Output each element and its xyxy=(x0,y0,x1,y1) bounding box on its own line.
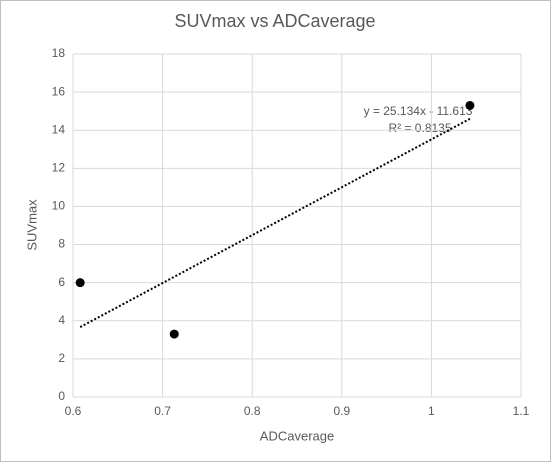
y-tick-label: 2 xyxy=(58,351,65,365)
x-axis-title: ADCaverage xyxy=(260,428,334,443)
y-tick-label: 12 xyxy=(52,161,66,175)
y-tick-label: 16 xyxy=(52,84,66,98)
x-tick-label: 1 xyxy=(428,404,435,418)
data-point xyxy=(75,278,85,288)
chart-title: SUVmax vs ADCaverage xyxy=(174,11,375,31)
data-point xyxy=(465,100,475,110)
trendline-r-squared: R² = 0.8135 xyxy=(388,121,451,135)
x-tick-label: 1.1 xyxy=(513,404,530,418)
trendline xyxy=(79,117,471,328)
x-tick-label: 0.8 xyxy=(244,404,261,418)
y-tick-label: 6 xyxy=(58,275,65,289)
y-tick-label: 10 xyxy=(52,199,66,213)
y-tick-label: 18 xyxy=(52,46,66,60)
y-axis-title: SUVmax xyxy=(24,199,39,251)
data-point xyxy=(169,329,179,339)
trendline-equation: y = 25.134x - 11.613 xyxy=(364,104,473,118)
y-tick-label: 8 xyxy=(58,237,65,251)
y-tick-label: 14 xyxy=(52,122,66,136)
x-tick-label: 0.7 xyxy=(154,404,171,418)
x-tick-label: 0.6 xyxy=(65,404,82,418)
y-tick-label: 4 xyxy=(58,313,65,327)
y-tick-label: 0 xyxy=(58,389,65,403)
x-tick-label: 0.9 xyxy=(333,404,350,418)
